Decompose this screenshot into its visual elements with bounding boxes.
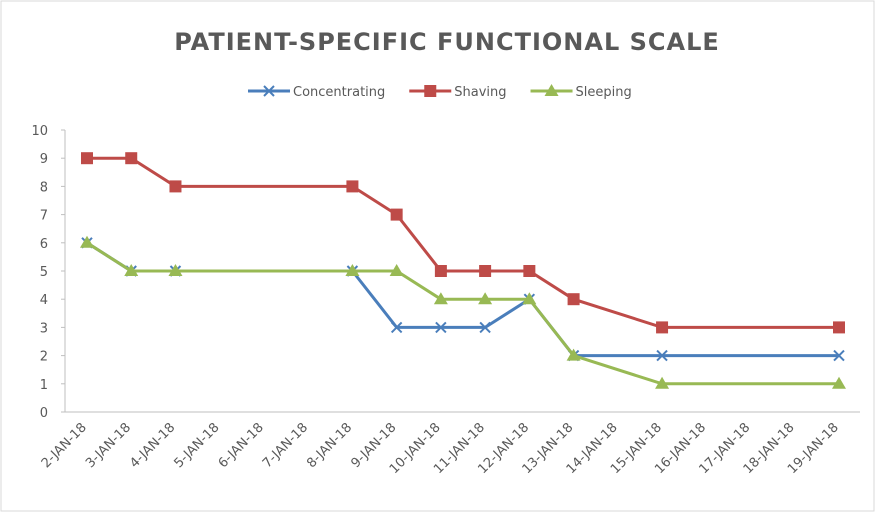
y-tick-label: 10	[31, 124, 48, 139]
marker	[169, 180, 182, 193]
chart-title: PATIENT-SPECIFIC FUNCTIONAL SCALE	[174, 28, 720, 56]
marker	[390, 208, 403, 221]
marker	[566, 348, 581, 361]
y-tick-label: 7	[40, 209, 48, 224]
marker	[479, 265, 492, 277]
y-tick-label: 5	[40, 265, 48, 280]
marker	[832, 376, 846, 389]
marker	[346, 180, 359, 193]
marker	[168, 264, 183, 276]
marker	[833, 349, 845, 362]
y-tick-label: 6	[40, 237, 48, 252]
y-tick-label: 2	[40, 350, 48, 365]
marker	[389, 264, 404, 276]
legend-label: Concentrating	[293, 85, 385, 100]
legend-marker	[263, 85, 275, 97]
legend-label: Shaving	[454, 85, 506, 100]
y-tick-label: 9	[40, 152, 48, 167]
legend-label: Sleeping	[576, 85, 632, 100]
marker	[656, 321, 669, 334]
marker	[124, 264, 139, 276]
marker	[522, 292, 537, 305]
marker	[81, 152, 93, 165]
marker	[435, 321, 447, 334]
y-tick-label: 0	[40, 406, 48, 421]
y-tick-label: 4	[40, 293, 48, 308]
y-tick-label: 8	[40, 180, 48, 195]
y-tick-label: 3	[40, 321, 48, 336]
y-tick-label: 1	[40, 378, 48, 393]
marker	[655, 376, 670, 389]
marker	[433, 292, 448, 305]
marker	[833, 321, 845, 334]
marker	[567, 293, 580, 306]
marker	[80, 235, 94, 248]
marker	[478, 292, 493, 305]
marker	[125, 152, 138, 165]
marker	[523, 265, 536, 277]
legend-marker	[424, 85, 437, 97]
marker	[656, 349, 668, 362]
marker	[434, 265, 447, 277]
legend-marker	[544, 84, 559, 96]
marker	[479, 321, 491, 334]
marker	[345, 264, 360, 276]
marker	[390, 321, 403, 334]
